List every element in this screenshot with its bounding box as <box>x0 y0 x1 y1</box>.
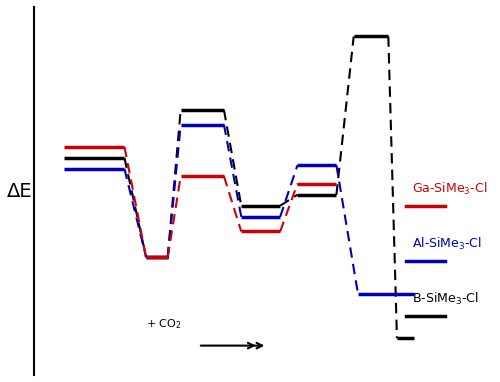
Text: Ga-SiMe$_3$-Cl: Ga-SiMe$_3$-Cl <box>412 181 488 197</box>
Text: Al-SiMe$_3$-Cl: Al-SiMe$_3$-Cl <box>412 236 482 252</box>
Text: + CO$_2$: + CO$_2$ <box>146 317 181 331</box>
Y-axis label: ΔE: ΔE <box>7 181 32 201</box>
Text: B-SiMe$_3$-Cl: B-SiMe$_3$-Cl <box>412 291 478 308</box>
